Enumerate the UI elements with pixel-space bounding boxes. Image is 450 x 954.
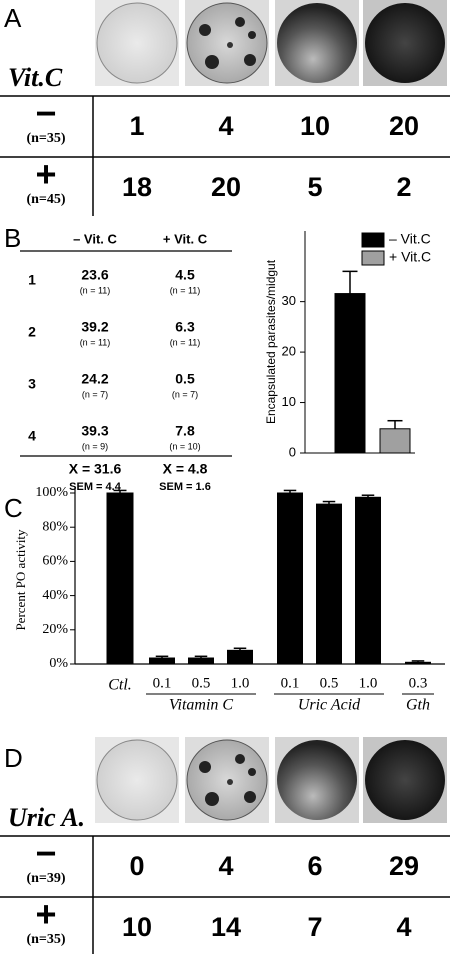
category-label: 0.1 [153,675,172,691]
n-label: (n = 11) [170,337,201,347]
summary: X = 4.8 [163,461,208,477]
y-tick-label: 100% [35,485,68,500]
category-label: Ctl. [108,677,132,694]
count: 10 [122,912,152,942]
panel-letter: D [4,743,23,773]
bar [188,657,214,665]
count: 4 [218,111,233,141]
row-id: 3 [28,376,36,392]
n-label: (n = 11) [80,285,111,295]
legend-swatch [361,232,385,248]
y-tick-label: 0 [289,444,296,459]
row-id: 2 [28,324,36,340]
count: 4 [218,851,233,881]
n-label: (n=45) [26,192,65,207]
mean: 39.3 [81,423,108,439]
bar [379,428,411,454]
count: 4 [396,912,411,942]
count: 29 [389,851,419,881]
y-tick-label: 20 [282,344,296,359]
group-label: Gth [406,697,430,714]
legend-label: – Vit.C [389,231,431,247]
sign: + [35,894,56,935]
mean: 7.8 [175,423,195,439]
sign: − [35,833,56,874]
y-axis-label: Encapsulated parasites/midgut [264,259,278,424]
bar [227,649,253,665]
bar [149,657,175,665]
count: 0 [129,851,144,881]
midgut-images [94,736,448,824]
n-label: (n = 10) [169,441,200,451]
category-label: 1.0 [231,675,250,691]
mean: 24.2 [81,371,108,387]
group-label: Vitamin C [169,697,233,714]
midgut-images [94,0,448,87]
mean: 39.2 [81,319,108,335]
count: 18 [122,172,152,202]
n-label: (n = 9) [82,441,108,451]
bar [277,492,303,665]
n-label: (n=35) [26,932,65,947]
y-tick-label: 40% [42,588,68,603]
group-label: Uric Acid [298,697,361,714]
y-axis-label: Percent PO activity [13,529,28,631]
sign: + [35,154,56,195]
count: 14 [211,912,241,942]
y-tick-label: 10 [282,394,296,409]
col-header: + Vit. C [163,231,208,246]
count: 20 [211,172,241,202]
summary: SEM = 1.6 [159,481,211,493]
count: 7 [307,912,322,942]
mean: 6.3 [175,319,195,335]
y-tick-label: 80% [42,519,68,534]
y-tick-label: 0% [49,656,68,671]
n-label: (n = 7) [82,389,108,399]
count: 1 [129,111,144,141]
y-tick-label: 30 [282,293,296,308]
sign: − [35,93,56,134]
bar [316,503,342,665]
row-id: 4 [28,428,36,444]
n-label: (n = 11) [80,337,111,347]
count: 20 [389,111,419,141]
mean: 0.5 [175,371,195,387]
bar [355,496,381,665]
col-header: – Vit. C [73,231,117,246]
bar [334,293,366,454]
treatment-label: Uric A. [8,803,85,832]
panel-letter: B [4,223,21,253]
count: 2 [396,172,411,202]
n-label: (n = 11) [170,285,201,295]
bar [405,661,431,665]
count: 5 [307,172,322,202]
category-label: 0.5 [320,675,339,691]
legend-swatch [361,250,385,266]
y-tick-label: 20% [42,622,68,637]
count: 10 [300,111,330,141]
mean: 23.6 [81,267,108,283]
n-label: (n=35) [26,131,65,146]
panel-letter: A [4,3,22,33]
category-label: 1.0 [359,675,378,691]
summary: SEM = 4.4 [69,481,122,493]
category-label: 0.3 [409,675,428,691]
y-tick-label: 60% [42,554,68,569]
count: 6 [307,851,322,881]
row-id: 1 [28,272,36,288]
treatment-label: Vit.C [8,63,63,92]
category-label: 0.1 [281,675,300,691]
legend-label: + Vit.C [389,249,431,265]
bar [106,492,134,665]
n-label: (n = 7) [172,389,198,399]
n-label: (n=39) [26,871,65,886]
category-label: 0.5 [192,675,211,691]
mean: 4.5 [175,267,195,283]
summary: X = 31.6 [69,461,122,477]
panel-letter: C [4,493,23,523]
